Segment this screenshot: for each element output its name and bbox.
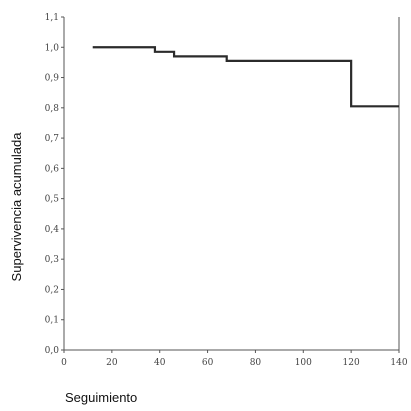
y-tick-label: 0,8 — [45, 104, 60, 114]
y-tick-label: 0,0 — [45, 346, 60, 356]
y-tick-label: 0,5 — [45, 195, 60, 205]
y-tick-label: 0,4 — [45, 225, 60, 235]
y-tick-label: 0,1 — [45, 316, 59, 326]
x-tick-label: 80 — [250, 358, 262, 368]
y-tick-label: 0,2 — [45, 285, 59, 295]
plot-area: 0,0 0,1 0,2 0,3 0,4 0,5 0,6 0,7 0,8 0,9 1,0 1,1 0 20 4… — [45, 13, 408, 368]
x-axis-title: Seguimiento — [65, 390, 137, 405]
x-tick-label: 0 — [61, 358, 67, 368]
x-tick-label: 100 — [295, 358, 312, 368]
x-tick-label: 60 — [202, 358, 214, 368]
y-axis-title: Supervivencia acumulada — [9, 132, 24, 282]
x-tick-label: 40 — [154, 358, 166, 368]
y-tick-label: 0,7 — [45, 134, 60, 144]
y-tick-label: 0,9 — [45, 74, 60, 84]
x-tick-label: 120 — [343, 358, 360, 368]
y-tick-label: 1,1 — [45, 13, 59, 23]
survival-step-line — [92, 46, 399, 108]
x-tick-label: 20 — [106, 358, 118, 368]
y-tick-label: 0,3 — [45, 255, 60, 265]
x-tick-label: 140 — [390, 358, 407, 368]
y-tick-label: 0,6 — [45, 164, 60, 174]
plot-frame — [63, 17, 400, 351]
y-tick-label: 1,0 — [45, 43, 60, 53]
